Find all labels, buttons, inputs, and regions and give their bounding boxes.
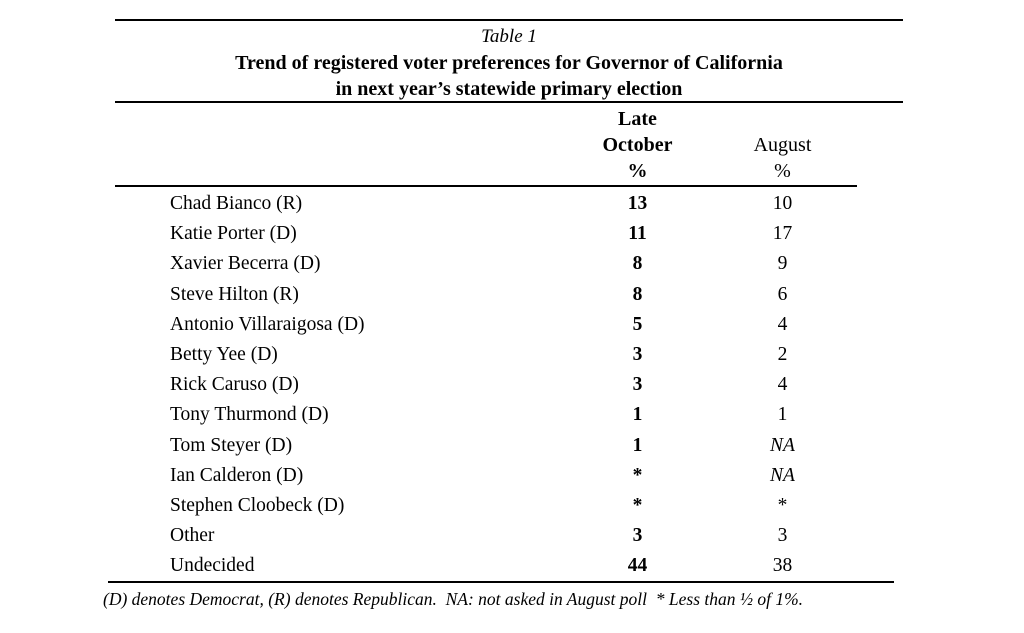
table-title-block: Table 1 Trend of registered voter prefer… bbox=[115, 24, 903, 102]
candidate-name-cell: Stephen Cloobeck (D) bbox=[170, 494, 345, 516]
table-title-line-2: in next year’s statewide primary electio… bbox=[335, 78, 683, 100]
footnote: (D) denotes Democrat, (R) denotes Republ… bbox=[103, 589, 804, 609]
column-header-name bbox=[115, 106, 555, 184]
column-header-line: October bbox=[602, 134, 673, 156]
late-october-value-cell: 1 bbox=[632, 404, 643, 426]
late-october-value-cell: 3 bbox=[632, 374, 643, 396]
august-value-cell: NA bbox=[770, 434, 795, 456]
column-header-row: Late October% August% bbox=[115, 106, 903, 184]
candidate-name-cell: Xavier Becerra (D) bbox=[170, 253, 321, 275]
table-row: Chad Bianco (R) 13 10 bbox=[115, 189, 903, 219]
table-row: Betty Yee (D) 3 2 bbox=[115, 340, 903, 370]
august-value-cell: 4 bbox=[777, 313, 788, 335]
column-header-late-october: Late October% bbox=[555, 106, 720, 184]
august-value-cell: 17 bbox=[772, 223, 793, 245]
late-october-value-cell: 8 bbox=[632, 253, 643, 275]
title-rule bbox=[115, 101, 903, 103]
late-october-value-cell: * bbox=[632, 464, 643, 486]
candidate-name-cell: Betty Yee (D) bbox=[170, 344, 278, 366]
august-value-cell: 2 bbox=[777, 344, 788, 366]
table-row: Ian Calderon (D) * NA bbox=[115, 461, 903, 491]
table-row: Tom Steyer (D) 1 NA bbox=[115, 431, 903, 461]
august-value-cell: 38 bbox=[772, 555, 793, 577]
column-header-line: August bbox=[753, 134, 812, 156]
late-october-value-cell: 1 bbox=[632, 434, 643, 456]
late-october-value-cell: 11 bbox=[628, 223, 647, 245]
august-value-cell: 4 bbox=[777, 374, 788, 396]
bottom-rule bbox=[108, 581, 894, 583]
header-rule bbox=[115, 185, 857, 187]
top-rule bbox=[115, 19, 903, 21]
candidate-name-cell: Ian Calderon (D) bbox=[170, 464, 304, 486]
candidate-name-cell: Tony Thurmond (D) bbox=[170, 404, 329, 426]
table-label: Table 1 bbox=[481, 26, 537, 47]
candidate-name-cell: Tom Steyer (D) bbox=[170, 434, 293, 456]
august-value-cell: 6 bbox=[777, 283, 788, 305]
candidate-name-cell: Antonio Villaraigosa (D) bbox=[170, 313, 365, 335]
table-row: Katie Porter (D) 11 17 bbox=[115, 219, 903, 249]
august-value-cell: 1 bbox=[777, 404, 788, 426]
table-body: Chad Bianco (R) 13 10 Katie Porter (D) 11 17 X… bbox=[115, 189, 903, 581]
candidate-name-cell: Rick Caruso (D) bbox=[170, 374, 299, 396]
column-header-line: Late bbox=[618, 108, 657, 130]
late-october-value-cell: 3 bbox=[632, 344, 643, 366]
table-row: Undecided 44 38 bbox=[115, 551, 903, 581]
candidate-name-cell: Undecided bbox=[170, 555, 255, 577]
august-value-cell: 10 bbox=[772, 193, 793, 215]
late-october-value-cell: * bbox=[632, 494, 643, 516]
late-october-value-cell: 8 bbox=[632, 283, 643, 305]
august-value-cell: NA bbox=[770, 464, 795, 486]
candidate-name-cell: Katie Porter (D) bbox=[170, 223, 297, 245]
table-row: Stephen Cloobeck (D) * * bbox=[115, 491, 903, 521]
table-row: Xavier Becerra (D) 8 9 bbox=[115, 249, 903, 279]
late-october-value-cell: 3 bbox=[632, 525, 643, 547]
late-october-value-cell: 5 bbox=[632, 313, 643, 335]
table-row: Steve Hilton (R) 8 6 bbox=[115, 280, 903, 310]
candidate-name-cell: Chad Bianco (R) bbox=[170, 193, 303, 215]
august-value-cell: 3 bbox=[777, 525, 788, 547]
table-title-line-1: Trend of registered voter preferences fo… bbox=[235, 52, 783, 74]
late-october-value-cell: 13 bbox=[627, 193, 648, 215]
table-row: Other 3 3 bbox=[115, 521, 903, 551]
column-header-line: % bbox=[627, 160, 648, 182]
august-value-cell: 9 bbox=[777, 253, 788, 275]
candidate-name-cell: Steve Hilton (R) bbox=[170, 283, 299, 305]
candidate-name-cell: Other bbox=[170, 525, 215, 547]
august-value-cell: * bbox=[777, 494, 788, 516]
column-header-august: August% bbox=[720, 106, 845, 184]
column-header-line: % bbox=[774, 160, 791, 182]
table-row: Tony Thurmond (D) 1 1 bbox=[115, 400, 903, 430]
table-row: Antonio Villaraigosa (D) 5 4 bbox=[115, 310, 903, 340]
table-row: Rick Caruso (D) 3 4 bbox=[115, 370, 903, 400]
late-october-value-cell: 44 bbox=[627, 555, 648, 577]
